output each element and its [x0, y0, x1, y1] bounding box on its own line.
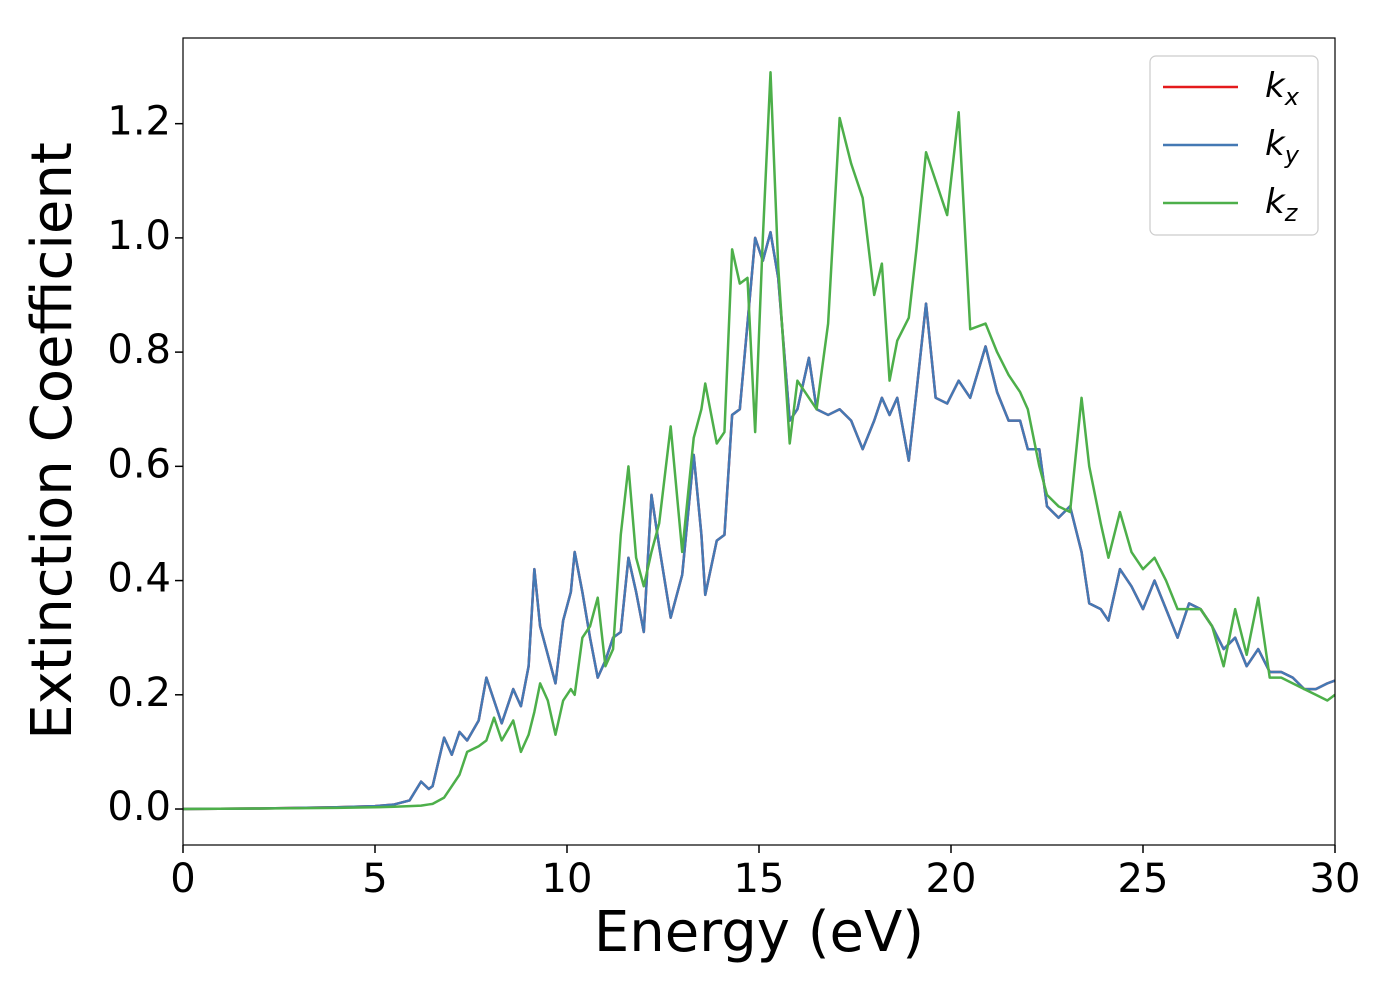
- legend-label-sub: x: [1284, 83, 1300, 111]
- legend-label-main: k: [1265, 124, 1286, 164]
- legend-label-sub: y: [1284, 141, 1300, 169]
- legend-label-sub: z: [1284, 199, 1299, 227]
- x-tick-label: 10: [542, 856, 593, 902]
- y-tick-label: 0.4: [107, 556, 171, 602]
- x-tick-label: 25: [1118, 856, 1169, 902]
- y-tick-label: 0.2: [107, 670, 171, 716]
- plot-frame: [182, 37, 1336, 846]
- y-tick-label: 0.0: [107, 784, 171, 830]
- x-tick-label: 15: [734, 856, 785, 902]
- legend-label-main: k: [1265, 182, 1286, 222]
- legend-label-main: k: [1265, 66, 1286, 106]
- x-tick-label: 20: [926, 856, 977, 902]
- x-axis-label: Energy (eV): [594, 900, 924, 965]
- x-tick-label: 0: [170, 856, 195, 902]
- series-line: [183, 71, 1335, 811]
- y-tick-label: 0.6: [107, 441, 171, 487]
- y-tick-label: 1.0: [107, 213, 171, 259]
- legend-label: ky: [1265, 124, 1300, 169]
- x-tick-label: 5: [362, 856, 387, 902]
- y-axis-label: Extinction Coefficient: [20, 142, 85, 740]
- legend-label: kx: [1265, 66, 1300, 111]
- x-tick-label: 30: [1310, 856, 1361, 902]
- y-tick-label: 1.2: [107, 99, 171, 145]
- y-tick-label: 0.8: [107, 327, 171, 373]
- legend-label: kz: [1265, 182, 1299, 227]
